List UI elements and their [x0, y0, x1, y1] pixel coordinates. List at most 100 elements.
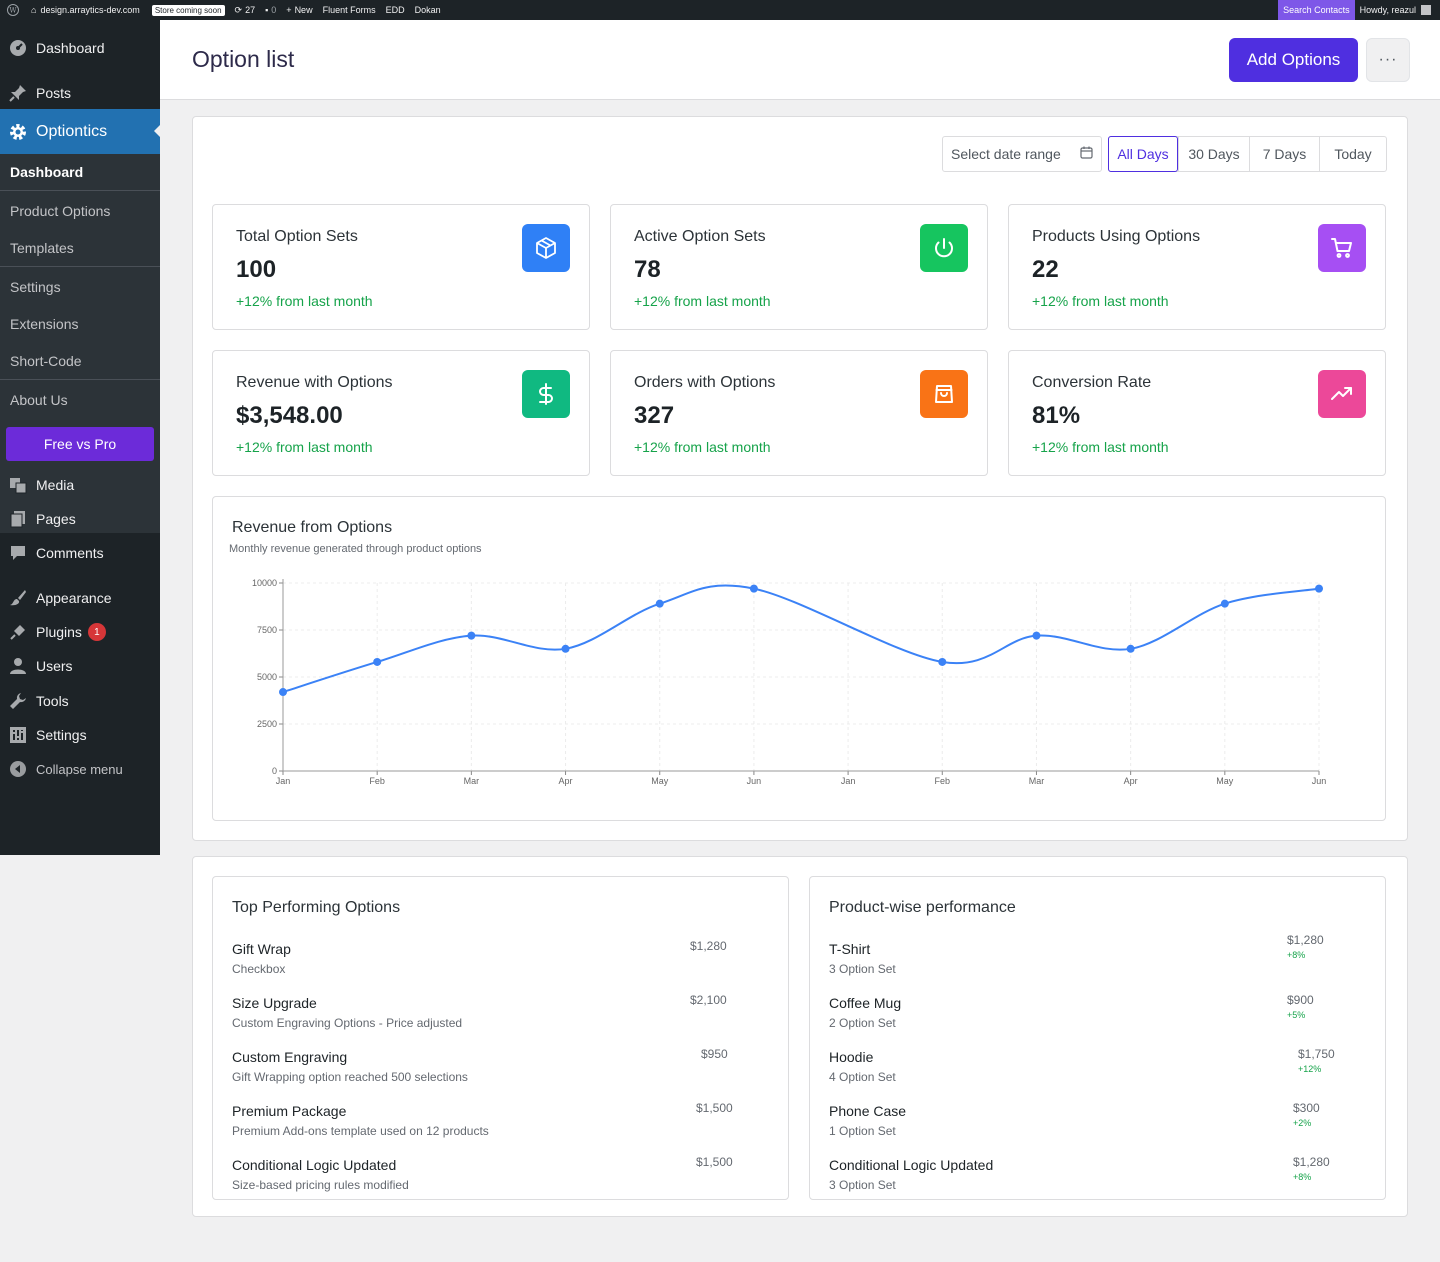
product-desc: 3 Option Set — [829, 1178, 896, 1192]
list-item: Premium Package Premium Add-ons template… — [232, 1101, 772, 1153]
stat-value: $3,548.00 — [236, 402, 343, 429]
site-name-link[interactable]: ⌂ design.arraytics-dev.com — [26, 0, 145, 20]
y-tick-label: 0 — [272, 766, 277, 776]
list-item: Coffee Mug 2 Option Set $900 +5% — [829, 993, 1369, 1045]
menu-appearance[interactable]: Appearance — [0, 580, 160, 616]
chart-title: Revenue from Options — [232, 519, 393, 536]
option-amount: $1,500 — [696, 1101, 733, 1115]
dollar-icon — [522, 370, 570, 418]
product-name: Coffee Mug — [829, 995, 902, 1011]
stat-card-orders-with-options: Orders with Options 327 +12% from last m… — [610, 350, 988, 476]
more-options-button[interactable]: ··· — [1366, 38, 1410, 82]
dokan-link[interactable]: Dokan — [414, 5, 441, 15]
free-vs-pro-button[interactable]: Free vs Pro — [6, 427, 154, 461]
option-name: Premium Package — [232, 1103, 347, 1119]
x-tick-label: May — [651, 776, 669, 786]
stat-card-total-option-sets: Total Option Sets 100 +12% from last mon… — [212, 204, 590, 330]
submenu-extensions[interactable]: Extensions — [10, 316, 79, 332]
menu-dashboard[interactable]: Dashboard — [0, 30, 160, 66]
menu-media[interactable]: Media — [0, 467, 160, 503]
menu-plugins-label: Plugins — [36, 624, 82, 640]
x-tick-label: Jan — [841, 776, 856, 786]
menu-appearance-label: Appearance — [36, 590, 112, 606]
shopping-bag-icon — [920, 370, 968, 418]
collapse-arrow-icon — [8, 759, 28, 779]
wordpress-logo-icon[interactable]: W — [0, 0, 26, 20]
stat-label: Revenue with Options — [236, 374, 393, 391]
submenu-product-options[interactable]: Product Options — [10, 203, 111, 219]
range-tab-30-days[interactable]: 30 Days — [1178, 137, 1249, 171]
trending-up-icon — [1318, 370, 1366, 418]
menu-tools-label: Tools — [36, 693, 69, 709]
submenu-short-code[interactable]: Short-Code — [10, 353, 82, 369]
stat-label: Total Option Sets — [236, 228, 358, 245]
product-change: +2% — [1293, 1118, 1312, 1128]
menu-tools[interactable]: Tools — [0, 683, 160, 719]
range-tab-today[interactable]: Today — [1319, 137, 1386, 171]
media-icon — [8, 475, 28, 495]
option-desc: Premium Add-ons template used on 12 prod… — [232, 1124, 489, 1138]
new-label: New — [294, 5, 313, 15]
wrench-icon — [8, 691, 28, 711]
comments-link[interactable]: ▪ 0 — [260, 0, 281, 20]
edd-link[interactable]: EDD — [385, 5, 405, 15]
paintbrush-icon — [8, 588, 28, 608]
fluent-forms-link[interactable]: Fluent Forms — [322, 5, 376, 15]
store-badge[interactable]: Store coming soon — [145, 0, 230, 20]
cube-icon — [522, 224, 570, 272]
product-name: Conditional Logic Updated — [829, 1157, 994, 1173]
range-tab-all-days[interactable]: All Days — [1108, 136, 1178, 172]
stat-label: Conversion Rate — [1032, 374, 1152, 391]
updates-link[interactable]: ⟳ 27 — [230, 0, 261, 20]
y-tick-label: 10000 — [252, 578, 277, 588]
stat-change: +12% from last month — [1032, 293, 1169, 309]
list-item: T-Shirt 3 Option Set $1,280 +8% — [829, 933, 1369, 991]
menu-optiontics[interactable]: Optiontics — [0, 109, 160, 154]
comment-bubble-icon: ▪ — [265, 5, 269, 15]
x-tick-label: Jan — [276, 776, 291, 786]
date-range-input[interactable]: Select date range — [942, 136, 1102, 172]
product-perf-title: Product-wise performance — [829, 899, 1016, 916]
menu-plugins[interactable]: Plugins 1 — [0, 614, 160, 650]
menu-pages[interactable]: Pages — [0, 501, 160, 537]
option-name: Custom Engraving — [232, 1049, 348, 1065]
submenu-settings[interactable]: Settings — [10, 279, 61, 295]
x-tick-label: Jun — [1312, 776, 1327, 786]
howdy-label: Howdy, reazul — [1359, 5, 1416, 15]
account-menu[interactable]: Howdy, reazul — [1355, 0, 1440, 20]
svg-text:W: W — [9, 7, 17, 15]
option-amount: $950 — [701, 1047, 728, 1061]
product-desc: 3 Option Set — [829, 962, 896, 976]
menu-posts[interactable]: Posts — [0, 75, 160, 111]
x-tick-label: May — [1216, 776, 1234, 786]
x-tick-label: Mar — [464, 776, 480, 786]
list-item: Conditional Logic Updated Size-based pri… — [232, 1155, 772, 1207]
updates-count: 27 — [245, 5, 256, 15]
x-tick-label: Feb — [935, 776, 951, 786]
product-amount: $1,280 — [1293, 1155, 1330, 1169]
menu-settings[interactable]: Settings — [0, 717, 160, 753]
add-options-button[interactable]: Add Options — [1229, 38, 1358, 82]
stat-value: 22 — [1032, 256, 1059, 283]
menu-comments[interactable]: Comments — [0, 535, 160, 571]
submenu-dashboard[interactable]: Dashboard — [10, 164, 84, 180]
stat-change: +12% from last month — [634, 293, 771, 309]
search-contacts-button[interactable]: Search Contacts — [1278, 0, 1355, 20]
gear-icon — [8, 122, 28, 142]
collapse-menu-button[interactable]: Collapse menu — [0, 751, 160, 787]
data-point — [749, 584, 758, 593]
admin-sidebar: Dashboard Posts Optiontics Dashboard Pro… — [0, 20, 160, 855]
stat-card-revenue-with-options: Revenue with Options $3,548.00 +12% from… — [212, 350, 590, 476]
product-amount: $900 — [1287, 993, 1314, 1007]
stat-change: +12% from last month — [634, 439, 771, 455]
stat-card-conversion-rate: Conversion Rate 81% +12% from last month — [1008, 350, 1386, 476]
data-point — [1220, 599, 1229, 608]
submenu-about-us[interactable]: About Us — [10, 392, 68, 408]
stat-label: Products Using Options — [1032, 228, 1201, 245]
submenu-templates[interactable]: Templates — [10, 240, 74, 256]
range-tab-7-days[interactable]: 7 Days — [1249, 137, 1319, 171]
admin-bar: W ⌂ design.arraytics-dev.com Store comin… — [0, 0, 1440, 20]
new-content-link[interactable]: + New — [281, 0, 317, 20]
menu-users[interactable]: Users — [0, 648, 160, 684]
y-tick-label: 2500 — [257, 719, 277, 729]
